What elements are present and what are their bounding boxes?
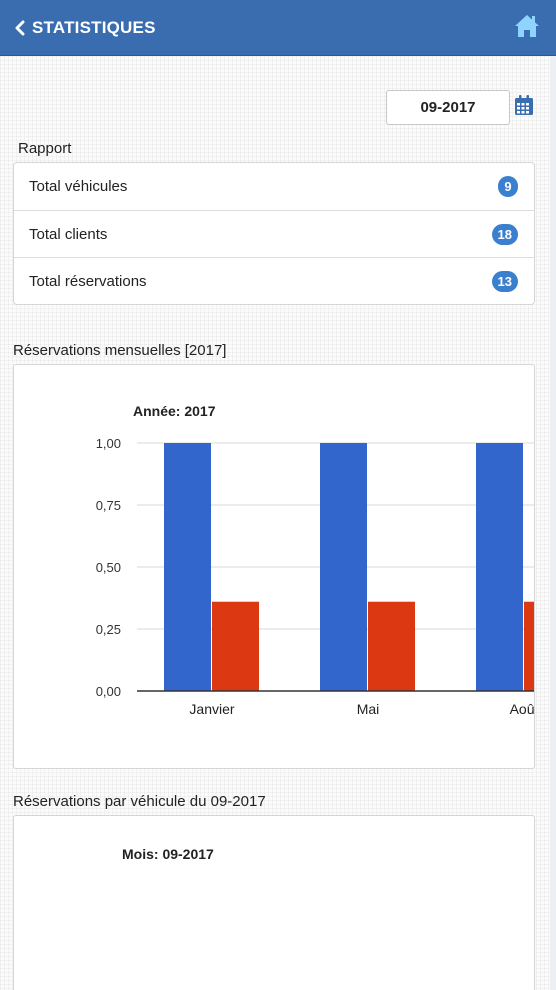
report-list: Total véhicules 9 Total clients 18 Total… [13,162,535,305]
chart-title: Année: 2017 [133,403,216,419]
calendar-icon [515,95,533,115]
y-tick-label: 0,50 [96,560,121,575]
count-badge: 9 [498,176,518,197]
list-item-label: Total réservations [29,272,147,290]
scrollbar[interactable] [550,56,556,990]
count-badge: 18 [491,223,518,245]
bar [212,601,259,691]
bar [368,601,415,691]
calendar-button[interactable] [514,94,534,116]
list-item-total-clients[interactable]: Total clients 18 [14,210,534,257]
y-tick-label: 0,00 [96,684,121,699]
month-input[interactable] [386,90,510,125]
y-tick-label: 0,25 [96,622,121,637]
y-tick-label: 0,75 [96,498,121,513]
bar [476,443,523,691]
app-header: STATISTIQUES [0,0,556,56]
report-label: Rapport [18,140,72,157]
x-tick-label: Janvier [189,701,234,717]
page-title: STATISTIQUES [32,18,156,37]
bar [164,443,211,691]
back-button[interactable]: STATISTIQUES [14,14,156,42]
home-button[interactable] [514,13,540,39]
monthly-bar-chart: 0,00 0,25 0,50 0,75 1,00 Janvier Mai Août [96,436,535,717]
y-tick-label: 1,00 [96,436,121,451]
monthly-section-label: Réservations mensuelles [2017] [13,342,227,359]
bar [320,443,367,691]
per-vehicle-section-label: Réservations par véhicule du 09-2017 [13,793,266,810]
x-tick-label: Août [510,701,535,717]
chart-title: Mois: 09-2017 [122,846,214,862]
x-tick-label: Mai [357,701,380,717]
list-item-total-reservations[interactable]: Total réservations 13 [14,257,534,304]
monthly-chart-panel: Année: 2017 0,00 0,25 0,50 0,75 1,00 Janvier M… [13,364,535,769]
bar [524,601,534,691]
list-item-label: Total clients [29,225,108,243]
per-vehicle-chart-panel: Mois: 09-2017 [13,815,535,990]
list-item-total-vehicles[interactable]: Total véhicules 9 [14,163,534,210]
list-item-label: Total véhicules [29,178,128,195]
count-badge: 13 [491,270,518,292]
chevron-left-icon [15,20,25,36]
home-icon [515,15,539,37]
